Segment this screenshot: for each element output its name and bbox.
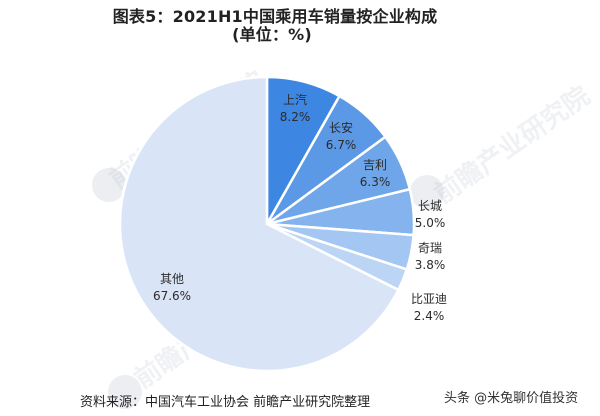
- chart-title: 图表5：2021H1中国乘用车销量按企业构成: [112, 7, 438, 26]
- slice-name: 比亚迪: [410, 292, 448, 306]
- chart-unit: (单位：%): [232, 25, 312, 44]
- slice-value: 6.7%: [325, 138, 357, 152]
- slice-name: 奇瑞: [417, 241, 442, 255]
- slice-label-geely: 吉利 6.3%: [360, 157, 391, 191]
- slice-value: 67.6%: [152, 289, 192, 303]
- slice-name: 长城: [417, 199, 442, 213]
- slice-label-others: 其他 67.6%: [153, 271, 191, 305]
- slice-label-changan: 长安 6.7%: [326, 120, 357, 154]
- slice-name: 上汽: [282, 93, 307, 107]
- slice-value: 5.0%: [414, 216, 446, 230]
- slice-label-shangqi: 上汽 8.2%: [280, 92, 311, 126]
- source-note: 资料来源：中国汽车工业协会 前瞻产业研究院整理: [80, 395, 371, 410]
- slice-label-greatwall: 长城 5.0%: [415, 198, 446, 232]
- slice-label-byd: 比亚迪 2.4%: [411, 291, 447, 325]
- pie-slice-6: [118, 75, 400, 373]
- author-credit: 头条 @米兔聊价值投资: [444, 391, 579, 406]
- slice-value: 8.2%: [279, 110, 311, 124]
- slice-name: 其他: [159, 272, 184, 286]
- slice-value: 3.8%: [414, 258, 446, 272]
- slice-name: 吉利: [362, 158, 387, 172]
- slice-value: 2.4%: [413, 309, 445, 323]
- slice-value: 6.3%: [359, 175, 391, 189]
- slice-label-chery: 奇瑞 3.8%: [415, 240, 446, 274]
- slice-name: 长安: [328, 121, 353, 135]
